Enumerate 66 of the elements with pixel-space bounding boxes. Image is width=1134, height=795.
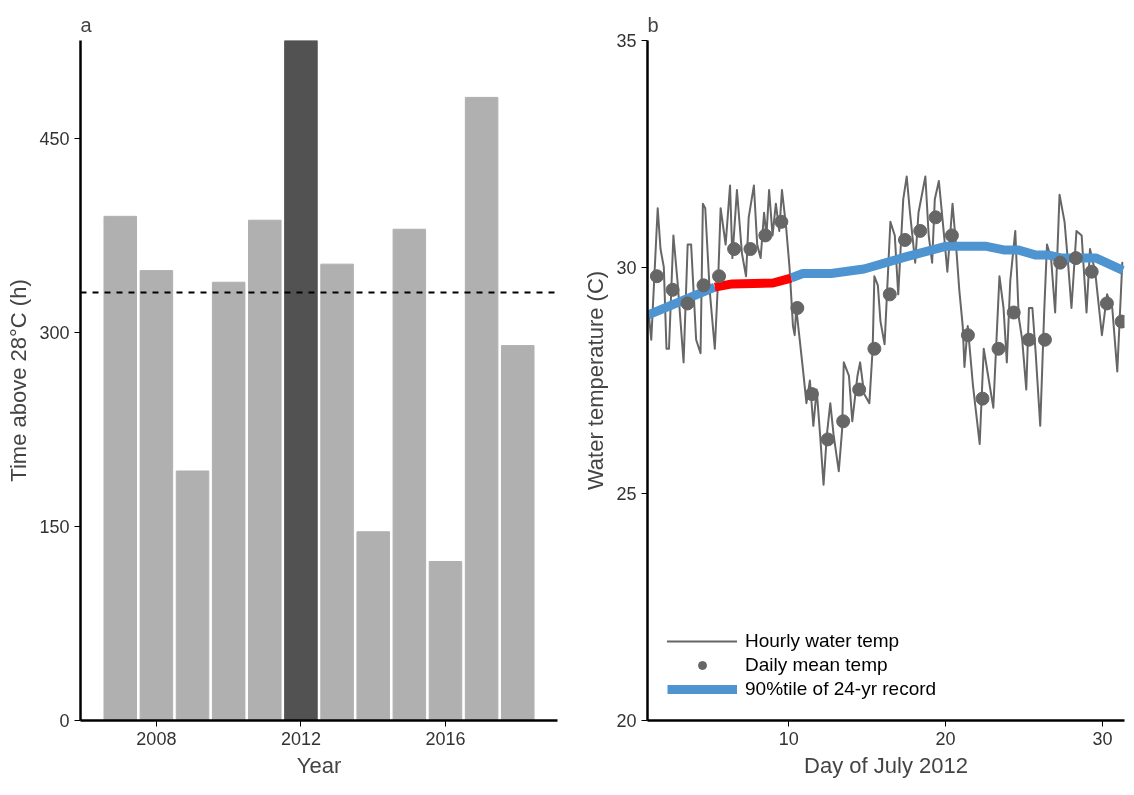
bar: [464, 96, 499, 721]
point: [712, 269, 727, 284]
y-tick-label: 300: [39, 323, 70, 344]
point: [852, 382, 867, 397]
point: [882, 287, 897, 302]
x-tick-label: 20: [935, 728, 956, 749]
point: [867, 341, 882, 356]
point: [680, 296, 695, 311]
point: [1084, 264, 1099, 279]
x-tick-label: 10: [778, 728, 799, 749]
y-tick-label: 150: [39, 517, 70, 538]
legend-label: 90%tile of 24-yr record: [745, 678, 937, 700]
point: [649, 269, 664, 284]
x-axis-title: Day of July 2012: [804, 752, 968, 778]
x-tick-label: 30: [1092, 728, 1113, 749]
x-tick-label: 2008: [136, 728, 177, 749]
legend-label: Hourly water temp: [745, 630, 900, 652]
bar: [428, 560, 463, 721]
bar: [500, 345, 535, 721]
y-axis-title: Time above 28°C (h): [6, 279, 32, 482]
point: [960, 328, 975, 343]
chart-title: b: [647, 13, 659, 36]
y-tick-label: 20: [616, 711, 637, 731]
bar: [284, 40, 318, 721]
point: [1037, 332, 1052, 347]
point: [1099, 296, 1114, 311]
point: [774, 214, 789, 229]
point: [897, 232, 912, 247]
point: [820, 432, 835, 447]
y-tick-label: 0: [59, 711, 70, 731]
point: [1021, 332, 1036, 347]
bar: [320, 263, 354, 721]
point: [975, 391, 990, 406]
bar: [356, 531, 390, 721]
point: [758, 228, 773, 243]
x-tick-label: 2016: [425, 728, 466, 749]
point: [928, 210, 943, 225]
legend-label: Daily mean temp: [745, 654, 888, 676]
bar: [175, 470, 210, 721]
point: [696, 278, 711, 293]
x-axis-title: Year: [296, 752, 342, 778]
x-tick-label: 2012: [280, 728, 321, 749]
chart-title: a: [80, 13, 93, 36]
y-tick-label: 35: [616, 31, 637, 51]
point: [991, 341, 1006, 356]
point: [790, 300, 805, 315]
point: [913, 223, 928, 238]
point: [1068, 251, 1083, 266]
bar: [248, 219, 282, 721]
line-series: [647, 175, 1124, 486]
point: [1053, 255, 1068, 270]
point: [836, 414, 851, 429]
point: [1006, 305, 1021, 320]
point: [727, 242, 742, 257]
point: [665, 282, 680, 297]
y-tick-label: 30: [616, 257, 637, 278]
y-tick-label: 25: [616, 484, 637, 505]
bar: [211, 281, 246, 721]
bar: [139, 270, 174, 721]
point: [743, 242, 758, 257]
bar: [392, 228, 427, 721]
point: [804, 387, 819, 402]
y-axis-title: Water temperature (C): [583, 270, 609, 491]
point: [944, 228, 959, 243]
y-tick-label: 450: [39, 129, 70, 150]
bar: [103, 215, 138, 721]
